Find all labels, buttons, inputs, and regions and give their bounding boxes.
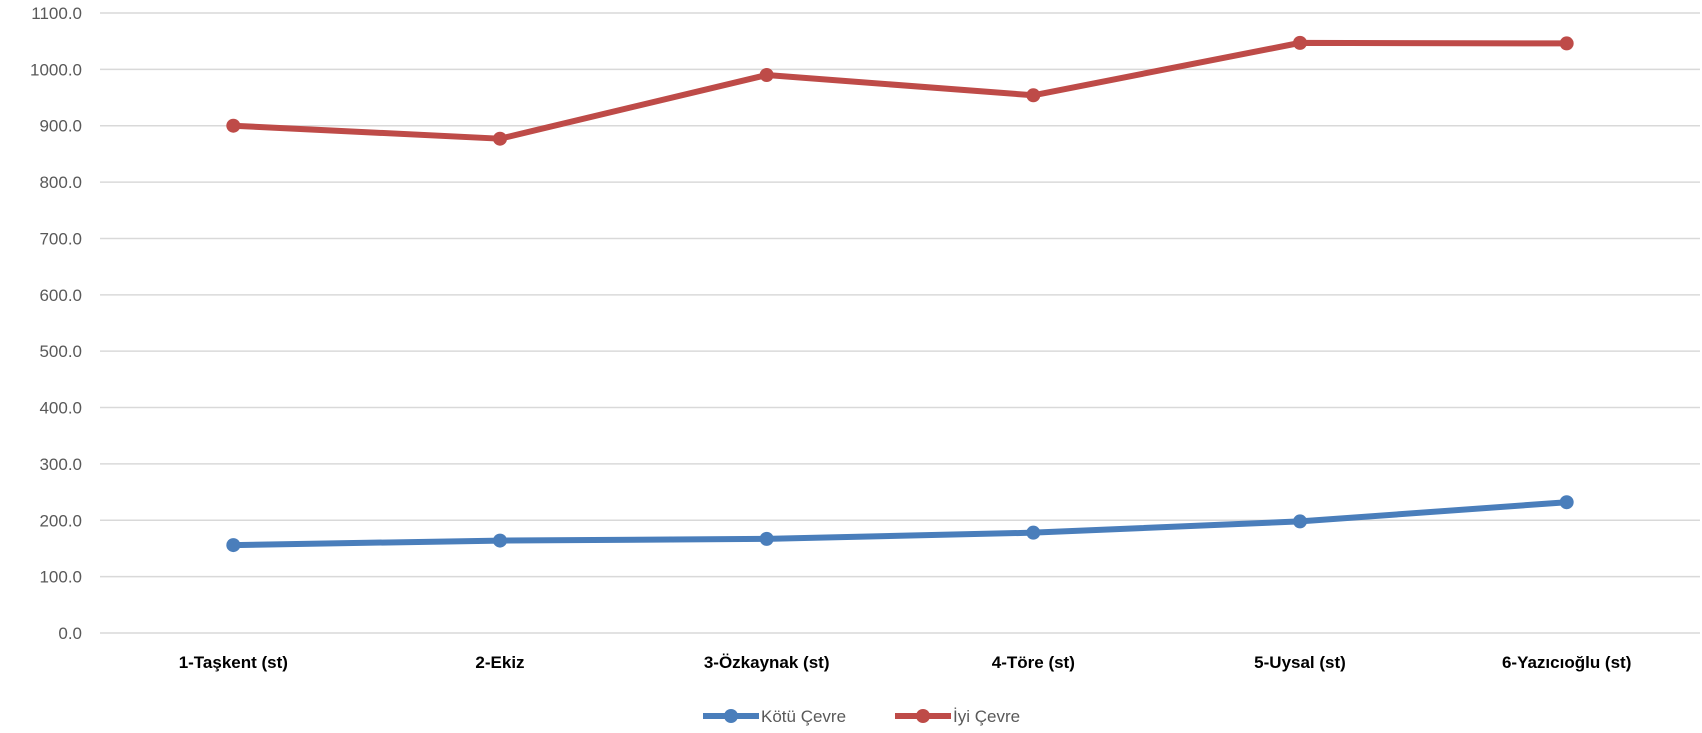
- legend-marker: [916, 709, 930, 723]
- y-tick-label: 900.0: [39, 117, 82, 136]
- series-1: [226, 495, 1574, 553]
- x-tick-label: 4-Töre (st): [992, 653, 1075, 672]
- series-line: [230, 39, 1570, 142]
- y-axis-ticks: 0.0 100.0 200.0 300.0 400.0 500.0 600.0 700.0 80…: [30, 4, 82, 643]
- legend-label: Kötü Çevre: [761, 707, 846, 726]
- x-tick-label: 6-Yazıcıoğlu (st): [1502, 653, 1631, 672]
- y-tick-label: 0.0: [58, 624, 82, 643]
- data-point: [226, 118, 241, 133]
- data-point: [1293, 514, 1307, 529]
- data-point: [1026, 525, 1041, 540]
- legend: Kötü Çevre İyi Çevre: [703, 707, 1020, 726]
- x-axis-ticks: 1-Taşkent (st) 2-Ekiz 3-Özkaynak (st) 4-Tör…: [179, 653, 1632, 672]
- data-point: [1559, 36, 1574, 51]
- y-tick-label: 300.0: [39, 455, 82, 474]
- y-tick-label: 600.0: [39, 286, 82, 305]
- legend-label: İyi Çevre: [953, 707, 1020, 726]
- data-point: [226, 538, 241, 553]
- y-tick-label: 700.0: [39, 229, 82, 248]
- legend-marker: [724, 709, 738, 723]
- data-point: [759, 531, 774, 546]
- series-group: [226, 35, 1574, 553]
- x-tick-label: 5-Uysal (st): [1254, 653, 1346, 672]
- y-tick-label: 100.0: [39, 568, 82, 587]
- y-tick-label: 1100.0: [31, 4, 82, 23]
- series-line: [230, 499, 1570, 549]
- y-tick-label: 800.0: [39, 173, 82, 192]
- y-tick-label: 500.0: [39, 342, 82, 361]
- data-point: [1293, 35, 1307, 50]
- y-tick-label: 1000.0: [30, 60, 82, 79]
- x-tick-label: 2-Ekiz: [475, 653, 524, 672]
- data-point: [1559, 495, 1574, 510]
- data-point: [493, 131, 507, 146]
- data-point: [493, 533, 507, 548]
- y-tick-label: 400.0: [39, 399, 82, 418]
- x-tick-label: 3-Özkaynak (st): [704, 653, 830, 672]
- gridlines: [100, 12, 1700, 634]
- data-point: [1026, 88, 1041, 103]
- y-tick-label: 200.0: [39, 511, 82, 530]
- x-tick-label: 1-Taşkent (st): [179, 653, 288, 672]
- data-point: [759, 68, 774, 82]
- series-2: [226, 35, 1574, 146]
